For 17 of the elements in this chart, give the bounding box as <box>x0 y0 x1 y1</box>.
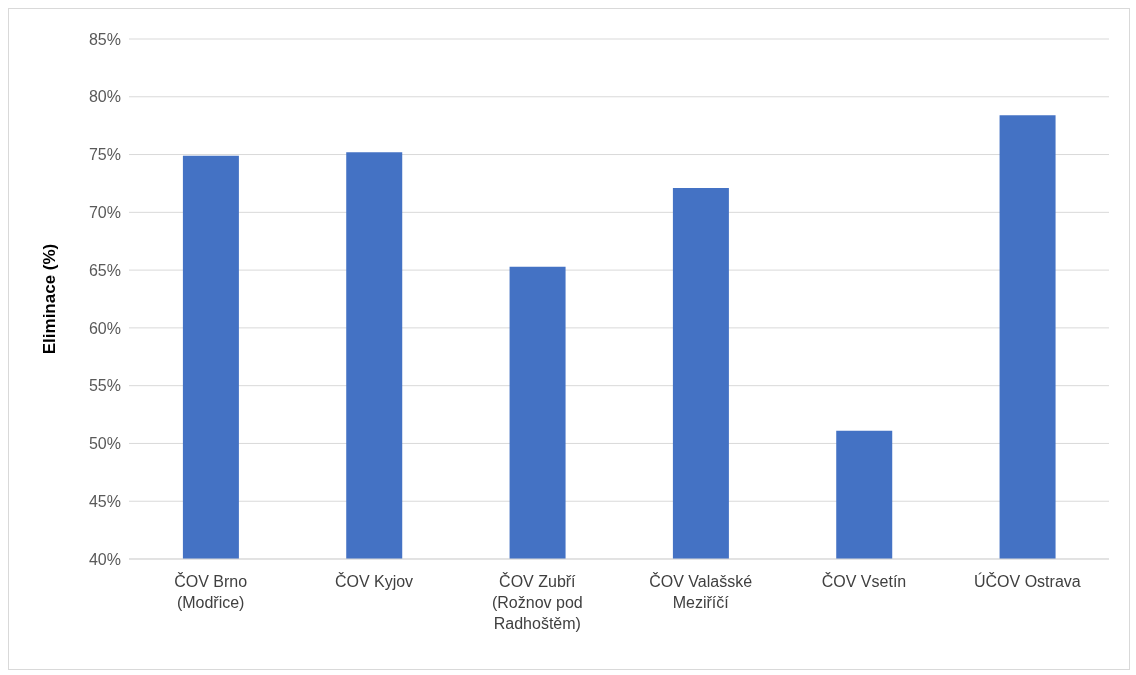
y-tick-label: 75% <box>88 146 121 164</box>
y-tick-label: 70% <box>88 204 121 222</box>
y-tick-label: 40% <box>88 550 121 568</box>
y-axis-title: Eliminace (%) <box>40 243 60 355</box>
y-tick-label: 45% <box>88 492 121 510</box>
x-tick-label: ÚČOV Ostrava <box>973 572 1081 590</box>
x-tick-label: ČOV Valašské Meziříčí <box>649 572 753 611</box>
y-tick-label: 65% <box>88 261 121 279</box>
x-tick-label: ČOV Kyjov <box>334 572 414 590</box>
x-tick-label: ČOV Zubří (Rožnov pod Radhoštěm) <box>491 572 583 632</box>
x-tick-label: ČOV Vsetín <box>821 572 907 590</box>
y-tick-label: 50% <box>88 435 121 453</box>
y-tick-label: 80% <box>88 88 121 106</box>
y-tick-label: 85% <box>88 30 121 48</box>
y-tick-label: 55% <box>88 377 121 395</box>
x-tick-label: ČOV Brno (Modřice) <box>174 572 248 611</box>
y-tick-label: 60% <box>88 319 121 337</box>
